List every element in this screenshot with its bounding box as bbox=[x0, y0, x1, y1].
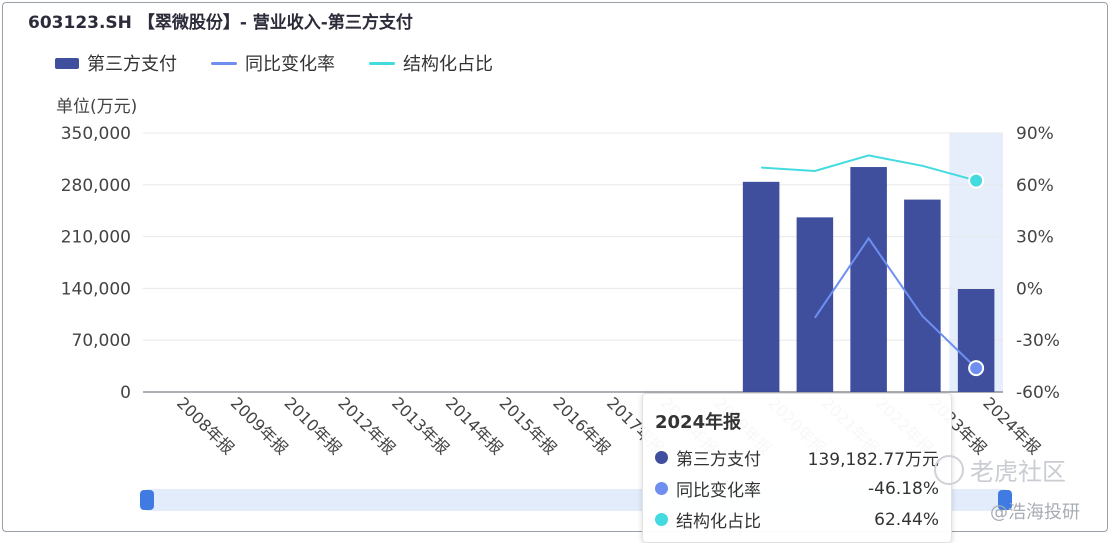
legend-swatch-yoy bbox=[211, 61, 237, 65]
x-tick-label: 2013年报 bbox=[388, 393, 453, 458]
y-tick-label-right: 30% bbox=[1016, 228, 1054, 248]
tooltip-dot-yoy bbox=[655, 482, 668, 495]
x-tick-label: 2010年报 bbox=[281, 393, 346, 458]
watermark-tiger: 老虎社区 bbox=[934, 452, 1066, 487]
y-tick-label-left: 350,000 bbox=[61, 124, 131, 144]
tooltip-title: 2024年报 bbox=[655, 412, 742, 433]
tooltip-name: 结构化占比 bbox=[676, 512, 761, 532]
zoom-slider-right-handle[interactable] bbox=[998, 490, 1012, 510]
bar bbox=[904, 199, 941, 392]
y-tick-label-right: -60% bbox=[1016, 383, 1060, 403]
legend-item-share[interactable]: 结构化占比 bbox=[369, 50, 493, 76]
tooltip-value: 139,182.77万元 bbox=[807, 450, 939, 470]
x-tick-label: 2024年报 bbox=[979, 393, 1044, 458]
x-tick-label: 2012年报 bbox=[334, 393, 399, 458]
tooltip-row: 结构化占比 62.44% bbox=[655, 504, 939, 535]
y-tick-label-left: 140,000 bbox=[61, 279, 131, 299]
y-tick-label-right: 90% bbox=[1016, 124, 1054, 144]
legend-item-yoy[interactable]: 同比变化率 bbox=[211, 50, 335, 76]
y-tick-label-left: 210,000 bbox=[61, 228, 131, 248]
tooltip-value: -46.18% bbox=[868, 478, 939, 499]
series-line bbox=[814, 236, 977, 369]
y-tick-label-left: 280,000 bbox=[61, 176, 131, 196]
bar bbox=[742, 181, 780, 392]
bar bbox=[850, 167, 887, 392]
series-point bbox=[968, 172, 985, 189]
chart-frame bbox=[2, 2, 1108, 532]
zoom-slider-left-handle[interactable] bbox=[140, 490, 154, 510]
legend-label-bar: 第三方支付 bbox=[87, 54, 177, 75]
x-tick-label: 2008年报 bbox=[173, 393, 238, 458]
y-tick-label-right: -30% bbox=[1016, 331, 1060, 351]
tooltip-dot-share bbox=[655, 513, 668, 526]
bar bbox=[796, 217, 834, 392]
tiger-logo-icon bbox=[934, 454, 964, 485]
chart-title: 603123.SH 【翠微股份】- 营业收入-第三方支付 bbox=[28, 13, 413, 33]
legend: 第三方支付 同比变化率 结构化占比 bbox=[55, 50, 493, 76]
bar bbox=[957, 289, 995, 392]
legend-swatch-bar bbox=[55, 57, 79, 69]
tooltip-name: 同比变化率 bbox=[676, 481, 761, 501]
watermark-tiger-text: 老虎社区 bbox=[970, 458, 1066, 486]
x-tick-label: 2009年报 bbox=[227, 393, 292, 458]
legend-label-share: 结构化占比 bbox=[403, 54, 493, 75]
y-tick-label-left: 0 bbox=[120, 383, 131, 403]
tooltip-dot-bar bbox=[655, 451, 668, 464]
y-tick-label-right: 60% bbox=[1016, 176, 1054, 196]
tooltip-row: 第三方支付 139,182.77万元 bbox=[655, 442, 939, 473]
tooltip-name: 第三方支付 bbox=[676, 450, 761, 470]
x-tick-label: 2016年报 bbox=[549, 393, 614, 458]
tooltip-value: 62.44% bbox=[874, 509, 939, 530]
x-tick-label: 2014年报 bbox=[442, 393, 507, 458]
legend-item-bar[interactable]: 第三方支付 bbox=[55, 50, 177, 76]
watermark-author: @浩海投研 bbox=[990, 502, 1080, 523]
tooltip-row: 同比变化率 -46.18% bbox=[655, 473, 939, 504]
x-tick-label: 2015年报 bbox=[496, 393, 561, 458]
series-point bbox=[968, 360, 985, 377]
legend-swatch-share bbox=[369, 61, 395, 65]
y-tick-label-right: 0% bbox=[1016, 279, 1043, 299]
series-line bbox=[761, 154, 977, 182]
y-tick-label-left: 70,000 bbox=[72, 331, 131, 351]
unit-label: 单位(万元) bbox=[56, 97, 138, 117]
legend-label-yoy: 同比变化率 bbox=[245, 54, 335, 75]
tooltip: 2024年报 第三方支付 139,182.77万元 同比变化率 -46.18% … bbox=[642, 393, 952, 543]
